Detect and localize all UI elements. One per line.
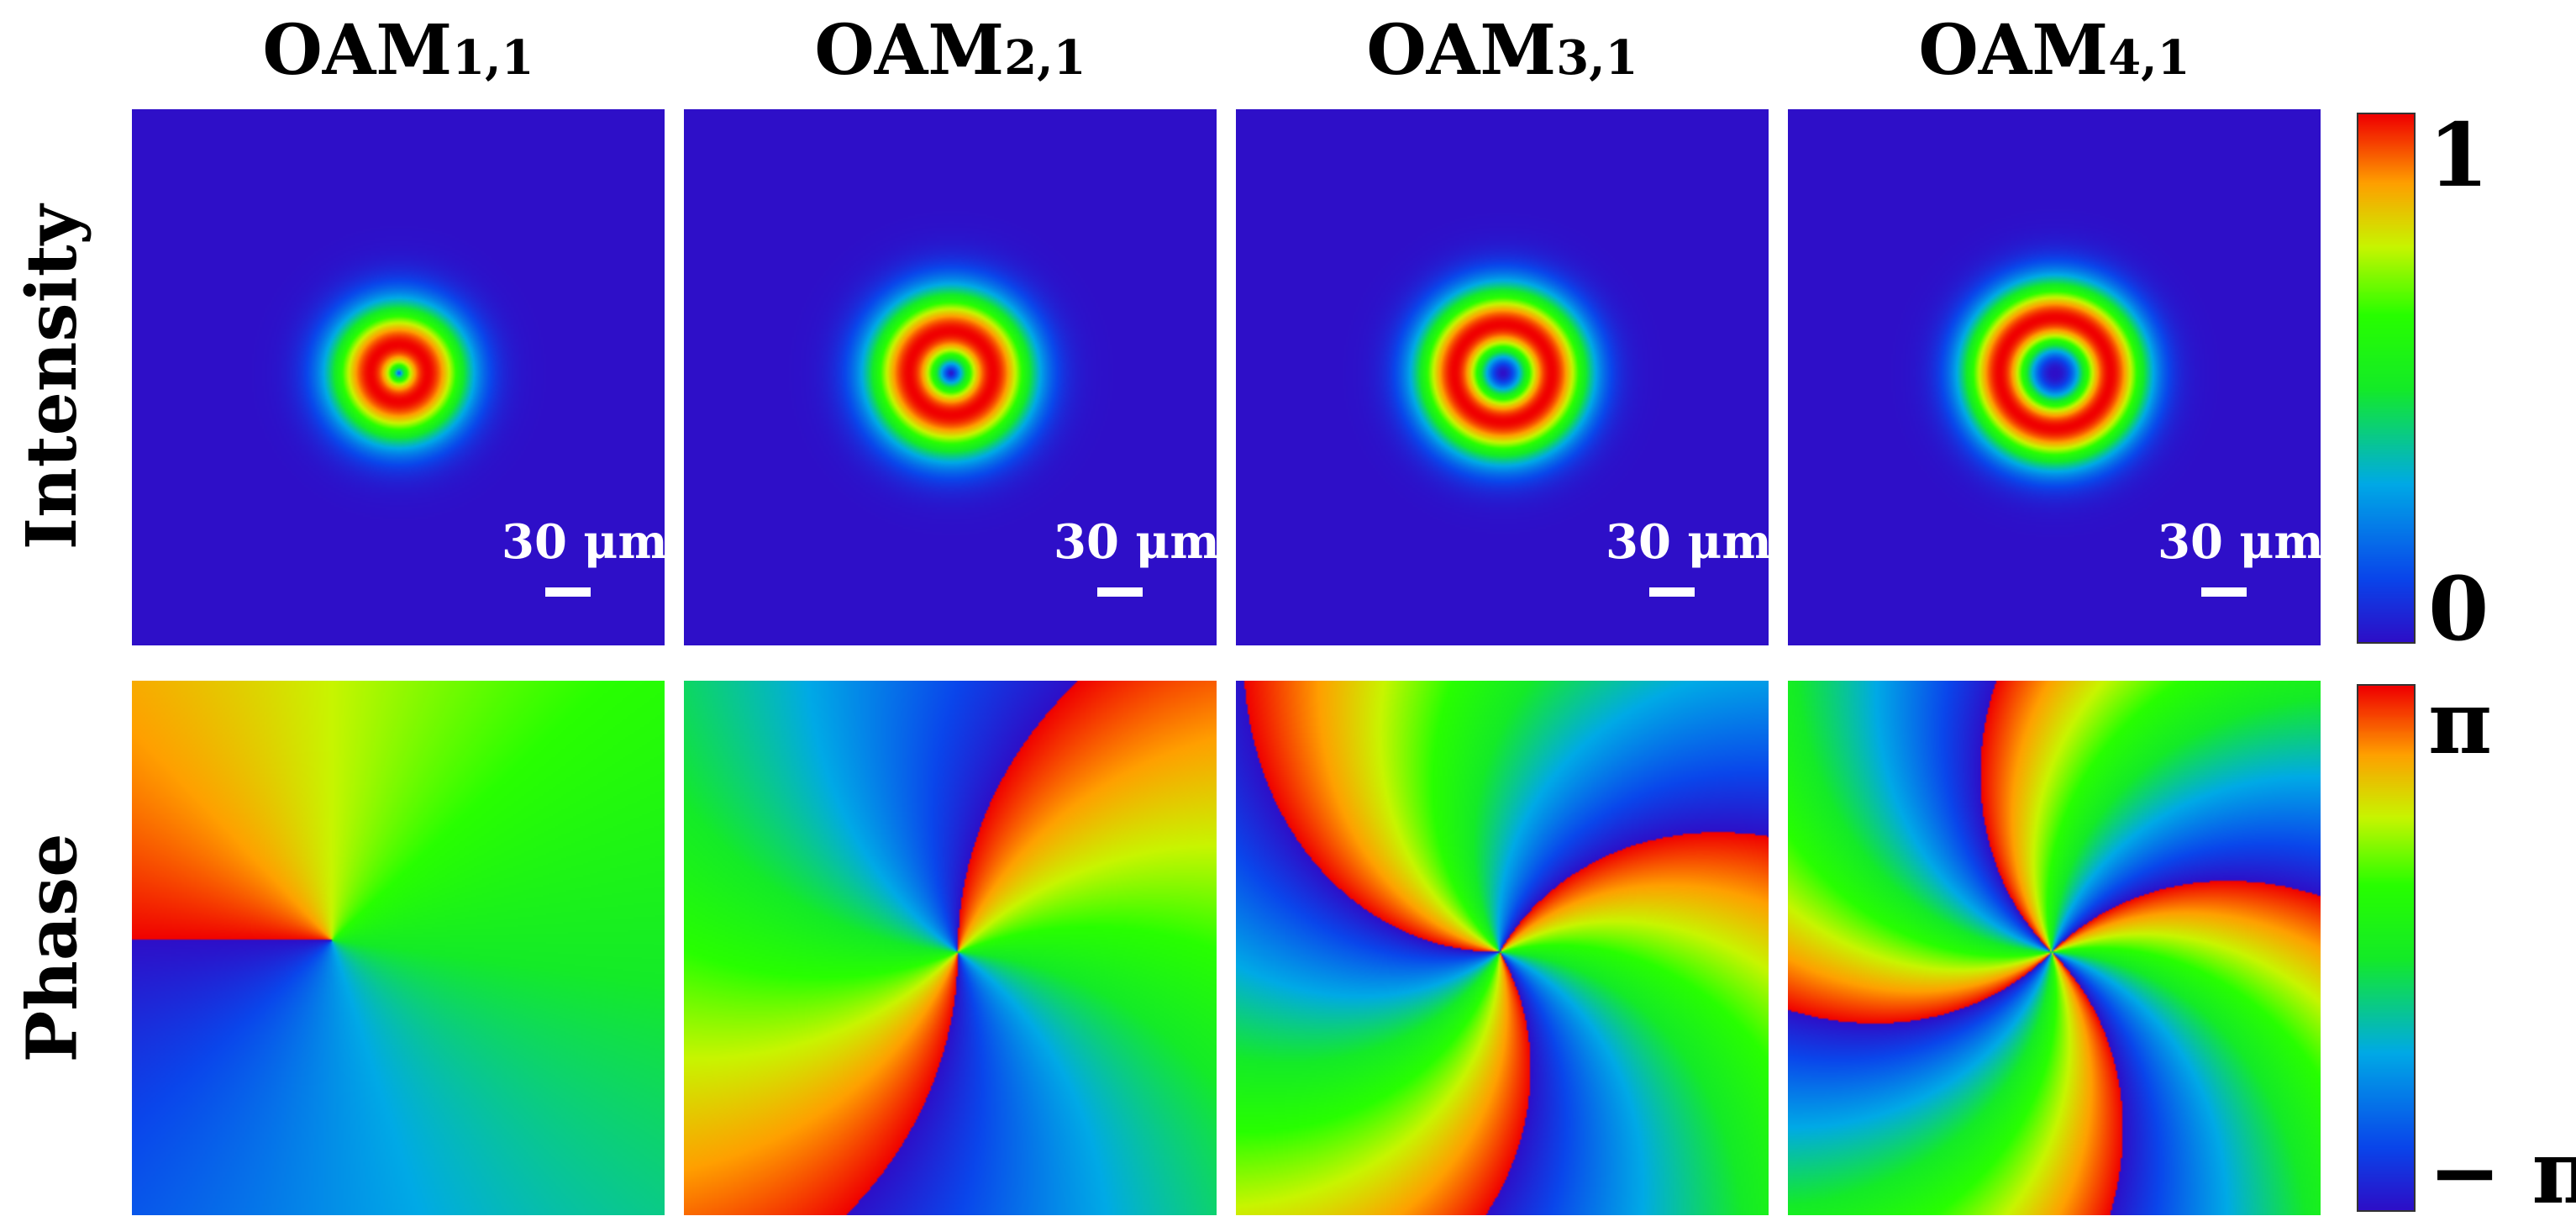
scale-bar <box>1097 587 1143 597</box>
phase-colorbar-min-label: − π <box>2428 1120 2576 1224</box>
scale-bar-label: 30 μm <box>502 514 665 570</box>
phase-map-1 <box>132 681 665 1215</box>
intensity-panel-1: 30 μm <box>132 109 665 645</box>
column-title-oam-3-1: OAM3,1 <box>1366 10 1638 91</box>
column-title-oam-2-1: OAM2,1 <box>814 10 1086 91</box>
intensity-map-3 <box>1236 109 1769 645</box>
row-label-intensity: Intensity <box>12 204 93 550</box>
scale-bar <box>1649 587 1695 597</box>
scale-bar-label: 30 μm <box>1054 514 1217 570</box>
intensity-map-2 <box>684 109 1217 645</box>
intensity-colorbar-min-label: 0 <box>2428 557 2489 661</box>
phase-panel-3 <box>1236 681 1769 1215</box>
phase-colorbar <box>2357 684 2416 1212</box>
column-title-oam-1-1: OAM1,1 <box>262 10 534 91</box>
column-title-oam-4-1: OAM4,1 <box>1918 10 2190 91</box>
intensity-panel-2: 30 μm <box>684 109 1217 645</box>
scale-bar <box>545 587 591 597</box>
intensity-colorbar-max-label: 1 <box>2428 103 2489 207</box>
phase-map-4 <box>1788 681 2321 1215</box>
scale-bar-label: 30 μm <box>2158 514 2321 570</box>
phase-colorbar-max-label: π <box>2428 671 2493 774</box>
intensity-panel-4: 30 μm <box>1788 109 2321 645</box>
phase-map-3 <box>1236 681 1769 1215</box>
row-label-phase: Phase <box>12 833 92 1063</box>
intensity-colorbar <box>2357 113 2416 644</box>
scale-bar-label: 30 μm <box>1606 514 1769 570</box>
phase-panel-2 <box>684 681 1217 1215</box>
intensity-map-4 <box>1788 109 2321 645</box>
scale-bar <box>2201 587 2247 597</box>
intensity-panel-3: 30 μm <box>1236 109 1769 645</box>
phase-map-2 <box>684 681 1217 1215</box>
phase-panel-1 <box>132 681 665 1215</box>
phase-panel-4 <box>1788 681 2321 1215</box>
intensity-map-1 <box>132 109 665 645</box>
